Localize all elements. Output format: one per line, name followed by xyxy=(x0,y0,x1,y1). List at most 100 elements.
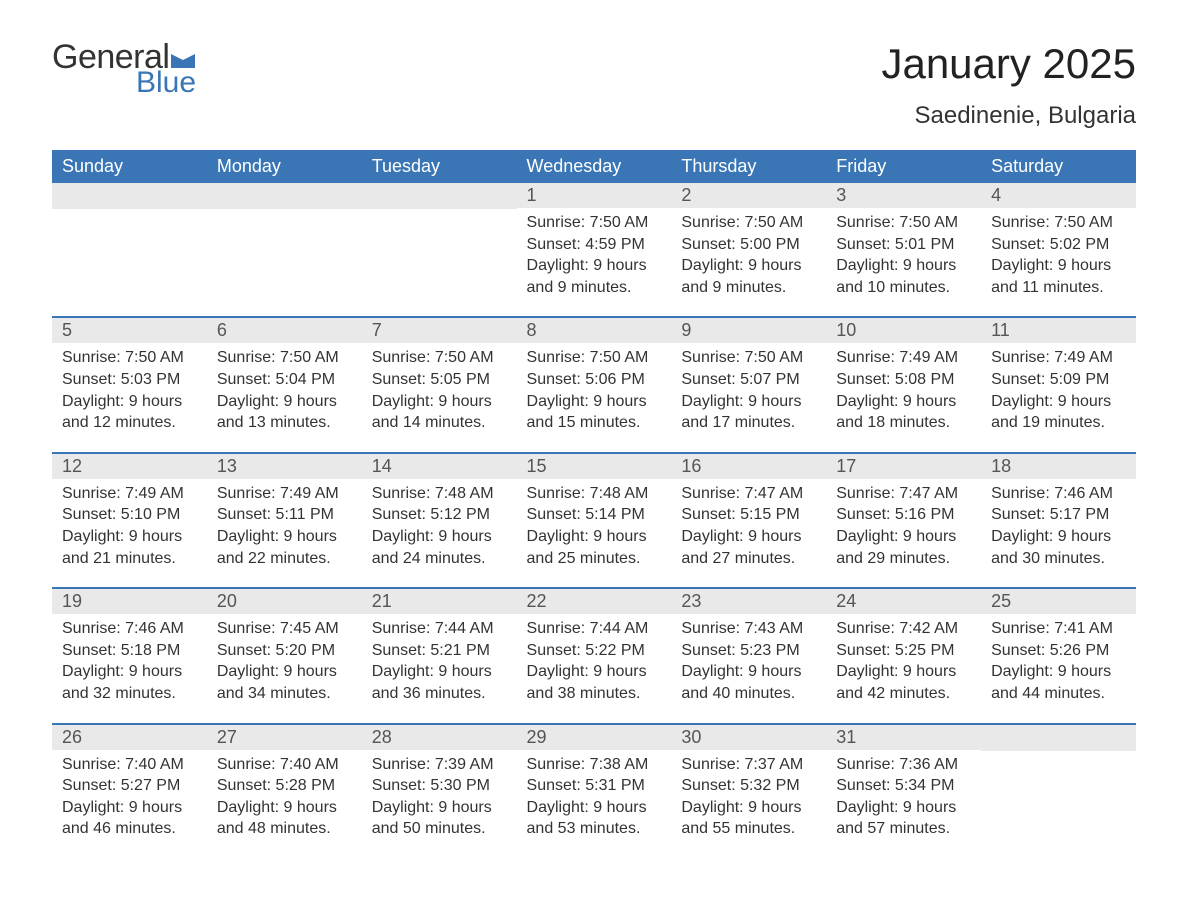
day-sunset: Sunset: 5:21 PM xyxy=(372,640,507,662)
day-sunrise: Sunrise: 7:44 AM xyxy=(527,618,662,640)
calendar-day-cell: 29Sunrise: 7:38 AMSunset: 5:31 PMDayligh… xyxy=(517,724,672,858)
day-number: 10 xyxy=(826,318,981,343)
day-data: Sunrise: 7:50 AMSunset: 5:02 PMDaylight:… xyxy=(981,208,1136,298)
day-number: 29 xyxy=(517,725,672,750)
day-d1: Daylight: 9 hours xyxy=(62,391,197,413)
day-data: Sunrise: 7:41 AMSunset: 5:26 PMDaylight:… xyxy=(981,614,1136,704)
day-d1: Daylight: 9 hours xyxy=(62,526,197,548)
title-block: January 2025 Saedinenie, Bulgaria xyxy=(881,40,1136,130)
calendar-day-cell xyxy=(981,724,1136,858)
day-data: Sunrise: 7:50 AMSunset: 5:06 PMDaylight:… xyxy=(517,343,672,433)
day-number: 15 xyxy=(517,454,672,479)
day-data: Sunrise: 7:36 AMSunset: 5:34 PMDaylight:… xyxy=(826,750,981,840)
flag-icon xyxy=(171,46,195,68)
day-number-empty xyxy=(362,183,517,209)
day-d1: Daylight: 9 hours xyxy=(836,661,971,683)
day-d1: Daylight: 9 hours xyxy=(681,797,816,819)
day-sunrise: Sunrise: 7:50 AM xyxy=(527,212,662,234)
day-number: 24 xyxy=(826,589,981,614)
day-d1: Daylight: 9 hours xyxy=(836,391,971,413)
day-d2: and 10 minutes. xyxy=(836,277,971,299)
day-number: 18 xyxy=(981,454,1136,479)
day-d1: Daylight: 9 hours xyxy=(836,526,971,548)
day-number: 26 xyxy=(52,725,207,750)
day-data: Sunrise: 7:49 AMSunset: 5:09 PMDaylight:… xyxy=(981,343,1136,433)
calendar-day-cell: 22Sunrise: 7:44 AMSunset: 5:22 PMDayligh… xyxy=(517,588,672,723)
day-number: 7 xyxy=(362,318,517,343)
day-number: 17 xyxy=(826,454,981,479)
day-d2: and 18 minutes. xyxy=(836,412,971,434)
day-d1: Daylight: 9 hours xyxy=(372,526,507,548)
day-d2: and 29 minutes. xyxy=(836,548,971,570)
calendar-day-cell: 19Sunrise: 7:46 AMSunset: 5:18 PMDayligh… xyxy=(52,588,207,723)
day-sunset: Sunset: 5:20 PM xyxy=(217,640,352,662)
calendar-day-cell: 21Sunrise: 7:44 AMSunset: 5:21 PMDayligh… xyxy=(362,588,517,723)
day-data: Sunrise: 7:44 AMSunset: 5:22 PMDaylight:… xyxy=(517,614,672,704)
day-d1: Daylight: 9 hours xyxy=(372,797,507,819)
day-data: Sunrise: 7:47 AMSunset: 5:15 PMDaylight:… xyxy=(671,479,826,569)
day-d2: and 44 minutes. xyxy=(991,683,1126,705)
day-d2: and 46 minutes. xyxy=(62,818,197,840)
day-number: 1 xyxy=(517,183,672,208)
day-d2: and 14 minutes. xyxy=(372,412,507,434)
calendar-day-cell: 15Sunrise: 7:48 AMSunset: 5:14 PMDayligh… xyxy=(517,453,672,588)
day-d1: Daylight: 9 hours xyxy=(527,526,662,548)
calendar-day-cell: 14Sunrise: 7:48 AMSunset: 5:12 PMDayligh… xyxy=(362,453,517,588)
day-d1: Daylight: 9 hours xyxy=(217,391,352,413)
calendar-table: Sunday Monday Tuesday Wednesday Thursday… xyxy=(52,150,1136,858)
day-d1: Daylight: 9 hours xyxy=(991,661,1126,683)
day-data: Sunrise: 7:49 AMSunset: 5:08 PMDaylight:… xyxy=(826,343,981,433)
calendar-day-cell: 10Sunrise: 7:49 AMSunset: 5:08 PMDayligh… xyxy=(826,317,981,452)
calendar-day-cell: 11Sunrise: 7:49 AMSunset: 5:09 PMDayligh… xyxy=(981,317,1136,452)
day-sunrise: Sunrise: 7:49 AM xyxy=(836,347,971,369)
day-sunrise: Sunrise: 7:40 AM xyxy=(62,754,197,776)
day-d1: Daylight: 9 hours xyxy=(372,391,507,413)
day-number: 30 xyxy=(671,725,826,750)
day-data: Sunrise: 7:50 AMSunset: 5:01 PMDaylight:… xyxy=(826,208,981,298)
day-data: Sunrise: 7:47 AMSunset: 5:16 PMDaylight:… xyxy=(826,479,981,569)
day-number: 13 xyxy=(207,454,362,479)
day-sunrise: Sunrise: 7:41 AM xyxy=(991,618,1126,640)
day-data: Sunrise: 7:44 AMSunset: 5:21 PMDaylight:… xyxy=(362,614,517,704)
day-number: 25 xyxy=(981,589,1136,614)
day-number: 12 xyxy=(52,454,207,479)
day-d2: and 42 minutes. xyxy=(836,683,971,705)
day-d1: Daylight: 9 hours xyxy=(217,797,352,819)
day-sunrise: Sunrise: 7:49 AM xyxy=(991,347,1126,369)
day-d2: and 12 minutes. xyxy=(62,412,197,434)
day-number: 6 xyxy=(207,318,362,343)
day-sunset: Sunset: 4:59 PM xyxy=(527,234,662,256)
day-sunset: Sunset: 5:02 PM xyxy=(991,234,1126,256)
day-data: Sunrise: 7:46 AMSunset: 5:18 PMDaylight:… xyxy=(52,614,207,704)
calendar-day-cell: 1Sunrise: 7:50 AMSunset: 4:59 PMDaylight… xyxy=(517,183,672,317)
day-sunset: Sunset: 5:25 PM xyxy=(836,640,971,662)
day-sunrise: Sunrise: 7:50 AM xyxy=(836,212,971,234)
calendar-day-cell: 28Sunrise: 7:39 AMSunset: 5:30 PMDayligh… xyxy=(362,724,517,858)
day-sunset: Sunset: 5:23 PM xyxy=(681,640,816,662)
day-sunrise: Sunrise: 7:46 AM xyxy=(991,483,1126,505)
day-sunrise: Sunrise: 7:49 AM xyxy=(62,483,197,505)
day-number: 4 xyxy=(981,183,1136,208)
day-d2: and 48 minutes. xyxy=(217,818,352,840)
calendar-day-cell: 3Sunrise: 7:50 AMSunset: 5:01 PMDaylight… xyxy=(826,183,981,317)
day-number: 28 xyxy=(362,725,517,750)
day-d2: and 30 minutes. xyxy=(991,548,1126,570)
day-number: 19 xyxy=(52,589,207,614)
day-d2: and 17 minutes. xyxy=(681,412,816,434)
day-sunset: Sunset: 5:30 PM xyxy=(372,775,507,797)
day-sunset: Sunset: 5:17 PM xyxy=(991,504,1126,526)
day-d1: Daylight: 9 hours xyxy=(527,797,662,819)
day-d2: and 25 minutes. xyxy=(527,548,662,570)
day-sunrise: Sunrise: 7:50 AM xyxy=(681,212,816,234)
day-data: Sunrise: 7:40 AMSunset: 5:28 PMDaylight:… xyxy=(207,750,362,840)
day-number: 8 xyxy=(517,318,672,343)
day-d1: Daylight: 9 hours xyxy=(991,391,1126,413)
day-sunset: Sunset: 5:16 PM xyxy=(836,504,971,526)
day-d1: Daylight: 9 hours xyxy=(991,526,1126,548)
day-d2: and 57 minutes. xyxy=(836,818,971,840)
day-data: Sunrise: 7:43 AMSunset: 5:23 PMDaylight:… xyxy=(671,614,826,704)
calendar-day-cell: 2Sunrise: 7:50 AMSunset: 5:00 PMDaylight… xyxy=(671,183,826,317)
day-data: Sunrise: 7:50 AMSunset: 5:05 PMDaylight:… xyxy=(362,343,517,433)
calendar-day-cell: 17Sunrise: 7:47 AMSunset: 5:16 PMDayligh… xyxy=(826,453,981,588)
day-data: Sunrise: 7:38 AMSunset: 5:31 PMDaylight:… xyxy=(517,750,672,840)
